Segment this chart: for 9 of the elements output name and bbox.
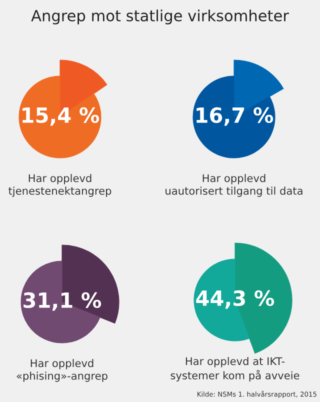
data-label: 44,3 % xyxy=(196,290,274,309)
data-label: 31,1 % xyxy=(24,292,102,311)
data-label: 16,7 % xyxy=(196,107,274,126)
text: Har opplevd uautorisert tilgang til data xyxy=(166,174,302,197)
text: Har opplevd «phising»-angrep xyxy=(16,359,108,382)
data-label: 15,4 % xyxy=(22,107,100,126)
text: Har opplevd tjenestenektangrep xyxy=(8,174,112,197)
text: Angrep mot statlige virksomheter xyxy=(31,10,289,24)
text: Har opplevd at IKT- systemer kom på avveie xyxy=(170,357,300,382)
